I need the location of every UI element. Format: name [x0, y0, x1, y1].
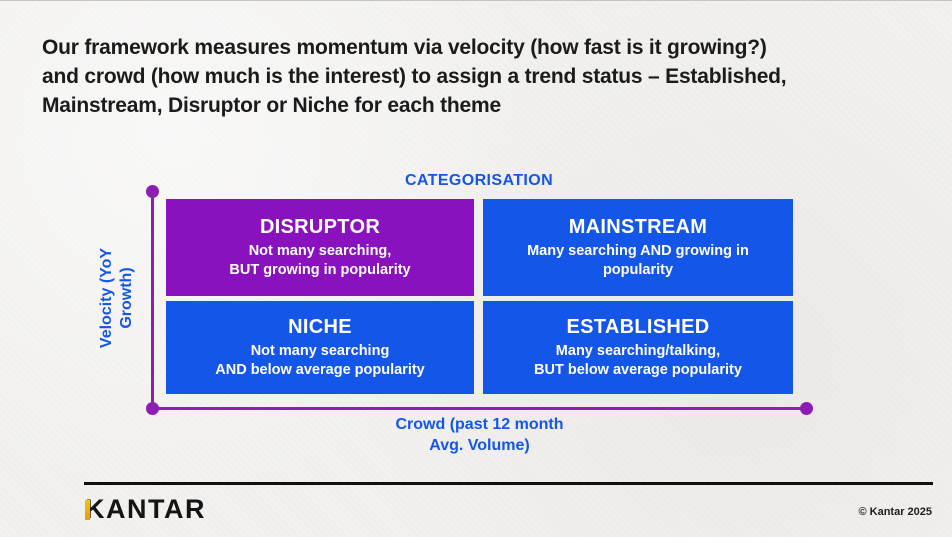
- quadrant-desc-line: BUT growing in popularity: [229, 262, 411, 278]
- quadrant-desc-line: Not many searching: [250, 343, 390, 359]
- x-axis-label: Crowd (past 12 month Avg. Volume): [152, 414, 807, 456]
- y-axis-label-line-2: Growth): [118, 267, 135, 329]
- y-axis-top-dot: [146, 185, 159, 198]
- quadrant-disruptor: DISRUPTOR Not many searching, BUT growin…: [166, 199, 474, 296]
- title-line-2: and crowd (how much is the interest) to …: [42, 65, 787, 88]
- quadrant-desc-line: Not many searching,: [248, 243, 392, 259]
- axis-origin-dot: [146, 402, 159, 415]
- quadrant-desc-line: BUT below average popularity: [534, 362, 742, 378]
- quadrant-niche: NICHE Not many searching AND below avera…: [166, 301, 474, 394]
- kantar-logo-gold-stem: [85, 500, 90, 520]
- quadrant-title: DISRUPTOR: [259, 216, 381, 238]
- quadrant-desc-line: Many searching AND growing in: [527, 243, 749, 259]
- quadrant-desc-line: popularity: [602, 262, 674, 278]
- copyright-text: © Kantar 2025: [858, 506, 932, 518]
- kantar-logo: KANTAR: [85, 494, 206, 524]
- quadrant-mainstream: MAINSTREAM Many searching AND growing in…: [483, 199, 793, 296]
- title-line-1: Our framework measures momentum via velo…: [42, 36, 767, 59]
- y-axis-line: [151, 191, 154, 409]
- x-axis-end-dot: [800, 402, 813, 415]
- page-title: Our framework measures momentum via velo…: [42, 33, 928, 120]
- quadrant-title: ESTABLISHED: [566, 316, 710, 338]
- quadrant-desc-line: AND below average popularity: [215, 362, 425, 378]
- categorisation-heading: CATEGORISATION: [404, 172, 554, 189]
- footer-divider: [84, 482, 933, 485]
- x-axis-label-line-2: Avg. Volume): [429, 437, 530, 454]
- quadrant-matrix: DISRUPTOR Not many searching, BUT growin…: [166, 199, 793, 394]
- x-axis-line: [151, 407, 806, 410]
- x-axis-label-line-1: Crowd (past 12 month: [395, 416, 564, 433]
- y-axis-label-line-1: Velocity (YoY: [98, 247, 115, 349]
- quadrant-title: MAINSTREAM: [568, 216, 708, 238]
- quadrant-established: ESTABLISHED Many searching/talking, BUT …: [483, 301, 793, 394]
- quadrant-desc-line: Many searching/talking,: [555, 343, 721, 359]
- y-axis-label: Velocity (YoY Growth): [97, 248, 137, 348]
- quadrant-title: NICHE: [288, 316, 352, 338]
- title-line-3: Mainstream, Disruptor or Niche for each …: [42, 94, 501, 117]
